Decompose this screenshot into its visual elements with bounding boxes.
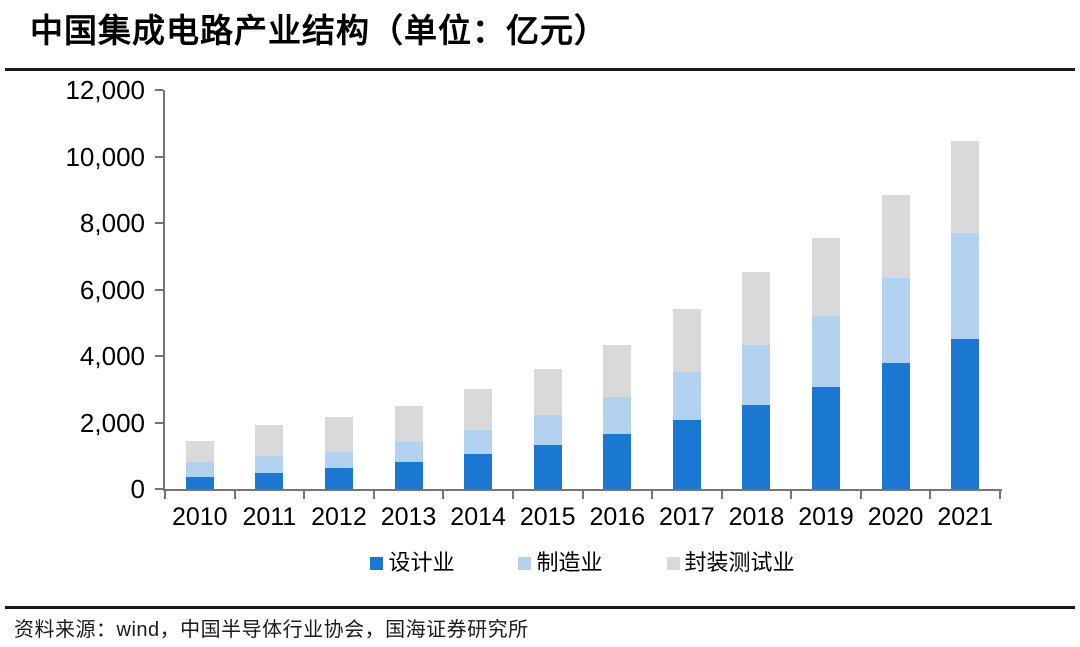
category-label: 2011 — [242, 503, 297, 531]
x-axis-tick — [164, 491, 166, 499]
legend-label: 封装测试业 — [684, 550, 795, 575]
bar-segment-制造业 — [185, 462, 214, 477]
legend-swatch-icon — [370, 556, 384, 570]
legend-item: 制造业 — [518, 550, 603, 575]
chart-title: 中国集成电路产业结构（单位：亿元） — [30, 12, 608, 49]
x-axis-tick — [303, 491, 306, 499]
legend-label: 设计业 — [388, 550, 455, 575]
y-tick-label: 4,000 — [79, 341, 145, 371]
y-tick-label: 10,000 — [65, 141, 145, 172]
bar-segment-制造业 — [255, 456, 284, 474]
bar-segment-设计业 — [951, 338, 980, 489]
x-axis-line — [163, 489, 1002, 491]
category-label: 2018 — [728, 503, 785, 531]
y-axis-tick — [155, 222, 163, 224]
category-label: 2010 — [171, 503, 228, 531]
category-label: 2014 — [450, 503, 506, 531]
bar-segment-封装测试业 — [812, 237, 841, 316]
category-label: 2017 — [659, 503, 715, 531]
x-axis-tick — [442, 491, 445, 499]
bar-segment-设计业 — [672, 420, 701, 489]
y-tick-label: 12,000 — [65, 75, 145, 105]
bar-segment-封装测试业 — [394, 405, 423, 443]
x-axis-tick — [372, 491, 375, 499]
bar-segment-设计业 — [742, 405, 771, 489]
bar-segment-设计业 — [394, 462, 423, 489]
bar-segment-封装测试业 — [742, 271, 771, 345]
y-tick-label: 2,000 — [79, 407, 145, 438]
bar-segment-封装测试业 — [324, 417, 353, 452]
x-axis-tick — [720, 491, 723, 499]
category-label: 2019 — [798, 503, 854, 531]
bar-segment-封装测试业 — [255, 424, 284, 457]
source-note: 资料来源：wind，中国半导体行业协会，国海证券研究所 — [14, 619, 529, 641]
bar-segment-封装测试业 — [672, 309, 701, 372]
legend-label: 制造业 — [536, 550, 603, 575]
bar-segment-制造业 — [533, 414, 562, 445]
bar-segment-封装测试业 — [533, 368, 562, 415]
legend-swatch-icon — [666, 556, 680, 570]
bar-segment-设计业 — [464, 454, 493, 489]
legend-swatch-icon — [518, 556, 532, 570]
category-label: 2012 — [311, 503, 367, 531]
bar-segment-制造业 — [464, 430, 493, 455]
category-label: 2021 — [937, 503, 993, 531]
bar-segment-制造业 — [672, 371, 701, 421]
x-axis-tick — [790, 491, 793, 499]
y-axis-line — [163, 90, 165, 491]
bar-segment-制造业 — [812, 315, 841, 388]
y-axis-tick — [155, 355, 163, 357]
category-label: 2015 — [519, 503, 576, 531]
legend-item: 封装测试业 — [666, 550, 795, 575]
y-tick-label: 6,000 — [79, 274, 145, 305]
bar-segment-设计业 — [185, 476, 214, 489]
bar-segment-封装测试业 — [185, 441, 214, 463]
source-divider — [5, 606, 1075, 609]
x-axis-tick — [999, 491, 1001, 499]
y-axis-tick — [155, 89, 163, 91]
x-axis-tick — [651, 491, 654, 499]
legend-item: 设计业 — [370, 551, 454, 575]
y-tick-label: 0 — [130, 474, 145, 504]
bar-segment-设计业 — [533, 444, 562, 489]
bar-segment-封装测试业 — [881, 194, 910, 279]
x-axis-tick — [233, 491, 236, 499]
bar-segment-设计业 — [812, 387, 841, 489]
bar-segment-设计业 — [603, 434, 632, 489]
bar-segment-制造业 — [881, 278, 910, 364]
bar-segment-封装测试业 — [464, 388, 493, 431]
bar-segment-制造业 — [603, 396, 632, 435]
y-axis-tick — [155, 488, 163, 490]
bar-segment-制造业 — [394, 442, 423, 463]
x-axis-tick — [511, 491, 514, 499]
bar-segment-设计业 — [881, 363, 910, 489]
category-label: 2020 — [867, 503, 924, 531]
x-axis-tick — [581, 491, 584, 499]
bar-segment-设计业 — [324, 468, 353, 489]
category-label: 2016 — [589, 503, 646, 531]
y-axis-tick — [155, 421, 163, 424]
bar-segment-设计业 — [255, 473, 284, 489]
bar-segment-制造业 — [742, 344, 771, 406]
y-axis-tick — [155, 155, 163, 158]
title-divider — [5, 68, 1075, 71]
chart-legend: 设计业 制造业 封装测试业 — [165, 551, 1000, 575]
y-tick-label: 8,000 — [79, 208, 145, 238]
y-axis-tick — [155, 288, 163, 291]
bar-segment-制造业 — [951, 233, 980, 339]
category-label: 2013 — [380, 503, 437, 531]
bar-segment-封装测试业 — [951, 141, 980, 234]
x-axis-tick — [859, 491, 862, 499]
bar-segment-封装测试业 — [603, 344, 632, 397]
bar-segment-制造业 — [324, 451, 353, 469]
x-axis-tick — [929, 491, 932, 499]
